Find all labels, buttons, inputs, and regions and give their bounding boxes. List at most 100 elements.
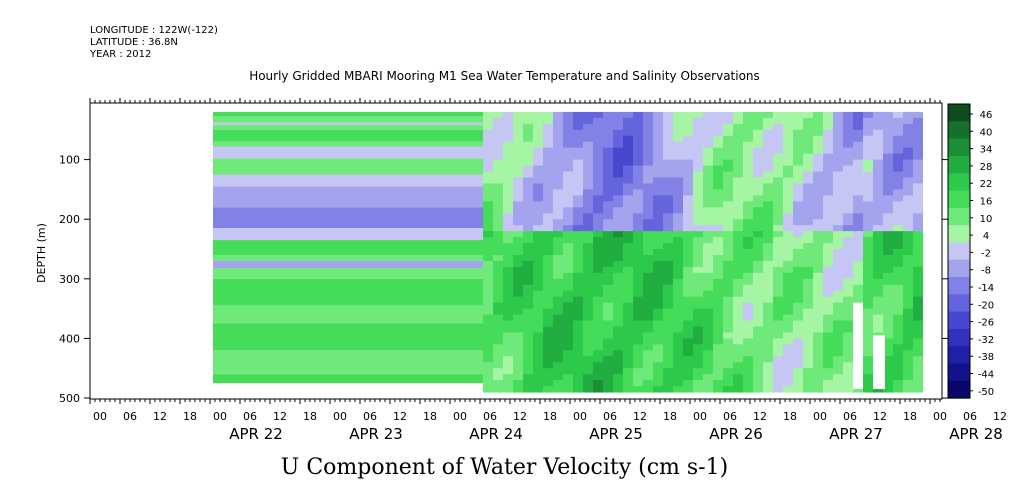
heatmap-cell: [883, 219, 893, 226]
heatmap-cell: [793, 290, 803, 298]
heatmap-cell: [493, 284, 503, 292]
heatmap-cell: [813, 219, 823, 226]
heatmap-cell: [623, 368, 633, 375]
heatmap-cell: [683, 189, 693, 196]
heatmap-cell: [743, 362, 753, 369]
heatmap-cell: [903, 308, 913, 316]
heatmap-cell: [633, 141, 643, 149]
heatmap-cell: [753, 296, 763, 304]
heatmap-cell: [493, 213, 503, 220]
heatmap-cell: [663, 207, 673, 214]
heatmap-cell: [903, 117, 913, 125]
heatmap-cell: [593, 225, 603, 232]
heatmap-cell: [483, 123, 493, 131]
heatmap-cell: [913, 278, 923, 286]
heatmap-cell: [793, 266, 803, 274]
heatmap-cell: [713, 374, 723, 381]
heatmap-cell: [673, 183, 683, 190]
heatmap-cell: [593, 320, 603, 327]
heatmap-cell: [553, 308, 563, 316]
heatmap-cell: [893, 237, 903, 244]
heatmap-cell: [773, 159, 783, 167]
heatmap-cell: [793, 249, 803, 256]
heatmap-cell: [623, 266, 633, 274]
heatmap-cell: [513, 177, 523, 184]
heatmap-cell: [653, 111, 663, 119]
heatmap-cell: [833, 254, 843, 262]
heatmap-cell: [643, 189, 653, 196]
heatmap-cell: [673, 272, 683, 280]
heatmap-cell: [593, 219, 603, 226]
heatmap-cell: [803, 117, 813, 125]
heatmap-cell: [593, 129, 603, 137]
heatmap-cell: [813, 332, 823, 339]
heatmap-cell: [513, 344, 523, 351]
heatmap-cell: [793, 320, 803, 327]
heatmap-cell: [863, 308, 873, 316]
heatmap-cell: [523, 380, 533, 387]
heatmap-cell: [883, 153, 893, 161]
heatmap-cell: [553, 344, 563, 351]
heatmap-cell: [893, 368, 903, 375]
heatmap-cell: [653, 326, 663, 333]
heatmap-cell: [833, 135, 843, 143]
heatmap-cell: [623, 260, 633, 268]
heatmap-cell: [653, 314, 663, 322]
heatmap-cell: [913, 207, 923, 214]
heatmap-cell: [673, 284, 683, 292]
heatmap-cell: [633, 374, 643, 381]
heatmap-cell: [773, 350, 783, 357]
heatmap-cell: [813, 201, 823, 208]
colorbar-label: -20: [978, 300, 994, 311]
heatmap-cell: [673, 266, 683, 274]
heatmap-cell: [753, 374, 763, 381]
heatmap-cell: [503, 278, 513, 286]
heatmap-cell: [813, 290, 823, 298]
heatmap-cell: [763, 302, 773, 310]
heatmap-cell: [563, 308, 573, 316]
heatmap-cell: [583, 183, 593, 190]
heatmap-cell: [663, 266, 673, 274]
heatmap-cell: [893, 374, 903, 381]
heatmap-cell: [703, 386, 713, 393]
heatmap-cell: [493, 290, 503, 298]
heatmap-cell: [613, 117, 623, 125]
heatmap-cell: [553, 165, 563, 173]
heatmap-cell: [893, 320, 903, 327]
heatmap-cell: [633, 338, 643, 345]
heatmap-cell: [863, 243, 873, 250]
heatmap-cell: [693, 243, 703, 250]
heatmap-cell: [543, 302, 553, 310]
heatmap-cell: [903, 302, 913, 310]
heatmap-cell: [803, 189, 813, 196]
heatmap-cell: [563, 165, 573, 173]
heatmap-cell: [763, 189, 773, 196]
heatmap-cell: [913, 195, 923, 202]
heatmap-cell: [653, 195, 663, 202]
heatmap-cell: [583, 308, 593, 316]
heatmap-cell: [483, 266, 493, 274]
heatmap-cell: [883, 183, 893, 190]
heatmap-cell: [683, 284, 693, 292]
heatmap-cell: [513, 296, 523, 304]
heatmap-cell: [663, 356, 673, 363]
heatmap-cell: [643, 350, 653, 357]
heatmap-cell: [753, 201, 763, 208]
heatmap-cell: [683, 207, 693, 214]
heatmap-cell: [913, 302, 923, 310]
heatmap-cell: [833, 278, 843, 286]
heatmap-cell: [633, 308, 643, 316]
heatmap-cell: [803, 326, 813, 333]
heatmap-cell: [713, 147, 723, 155]
heatmap-cell: [493, 159, 503, 167]
heatmap-cell: [693, 213, 703, 220]
heatmap-cell: [893, 129, 903, 137]
heatmap-cell: [573, 195, 583, 202]
heatmap-cell: [873, 159, 883, 167]
heatmap-cell: [553, 159, 563, 167]
heatmap-cell: [553, 213, 563, 220]
heatmap-cell: [503, 135, 513, 143]
heatmap-cell: [643, 237, 653, 244]
heatmap-cell: [763, 308, 773, 316]
heatmap-cell: [903, 123, 913, 131]
